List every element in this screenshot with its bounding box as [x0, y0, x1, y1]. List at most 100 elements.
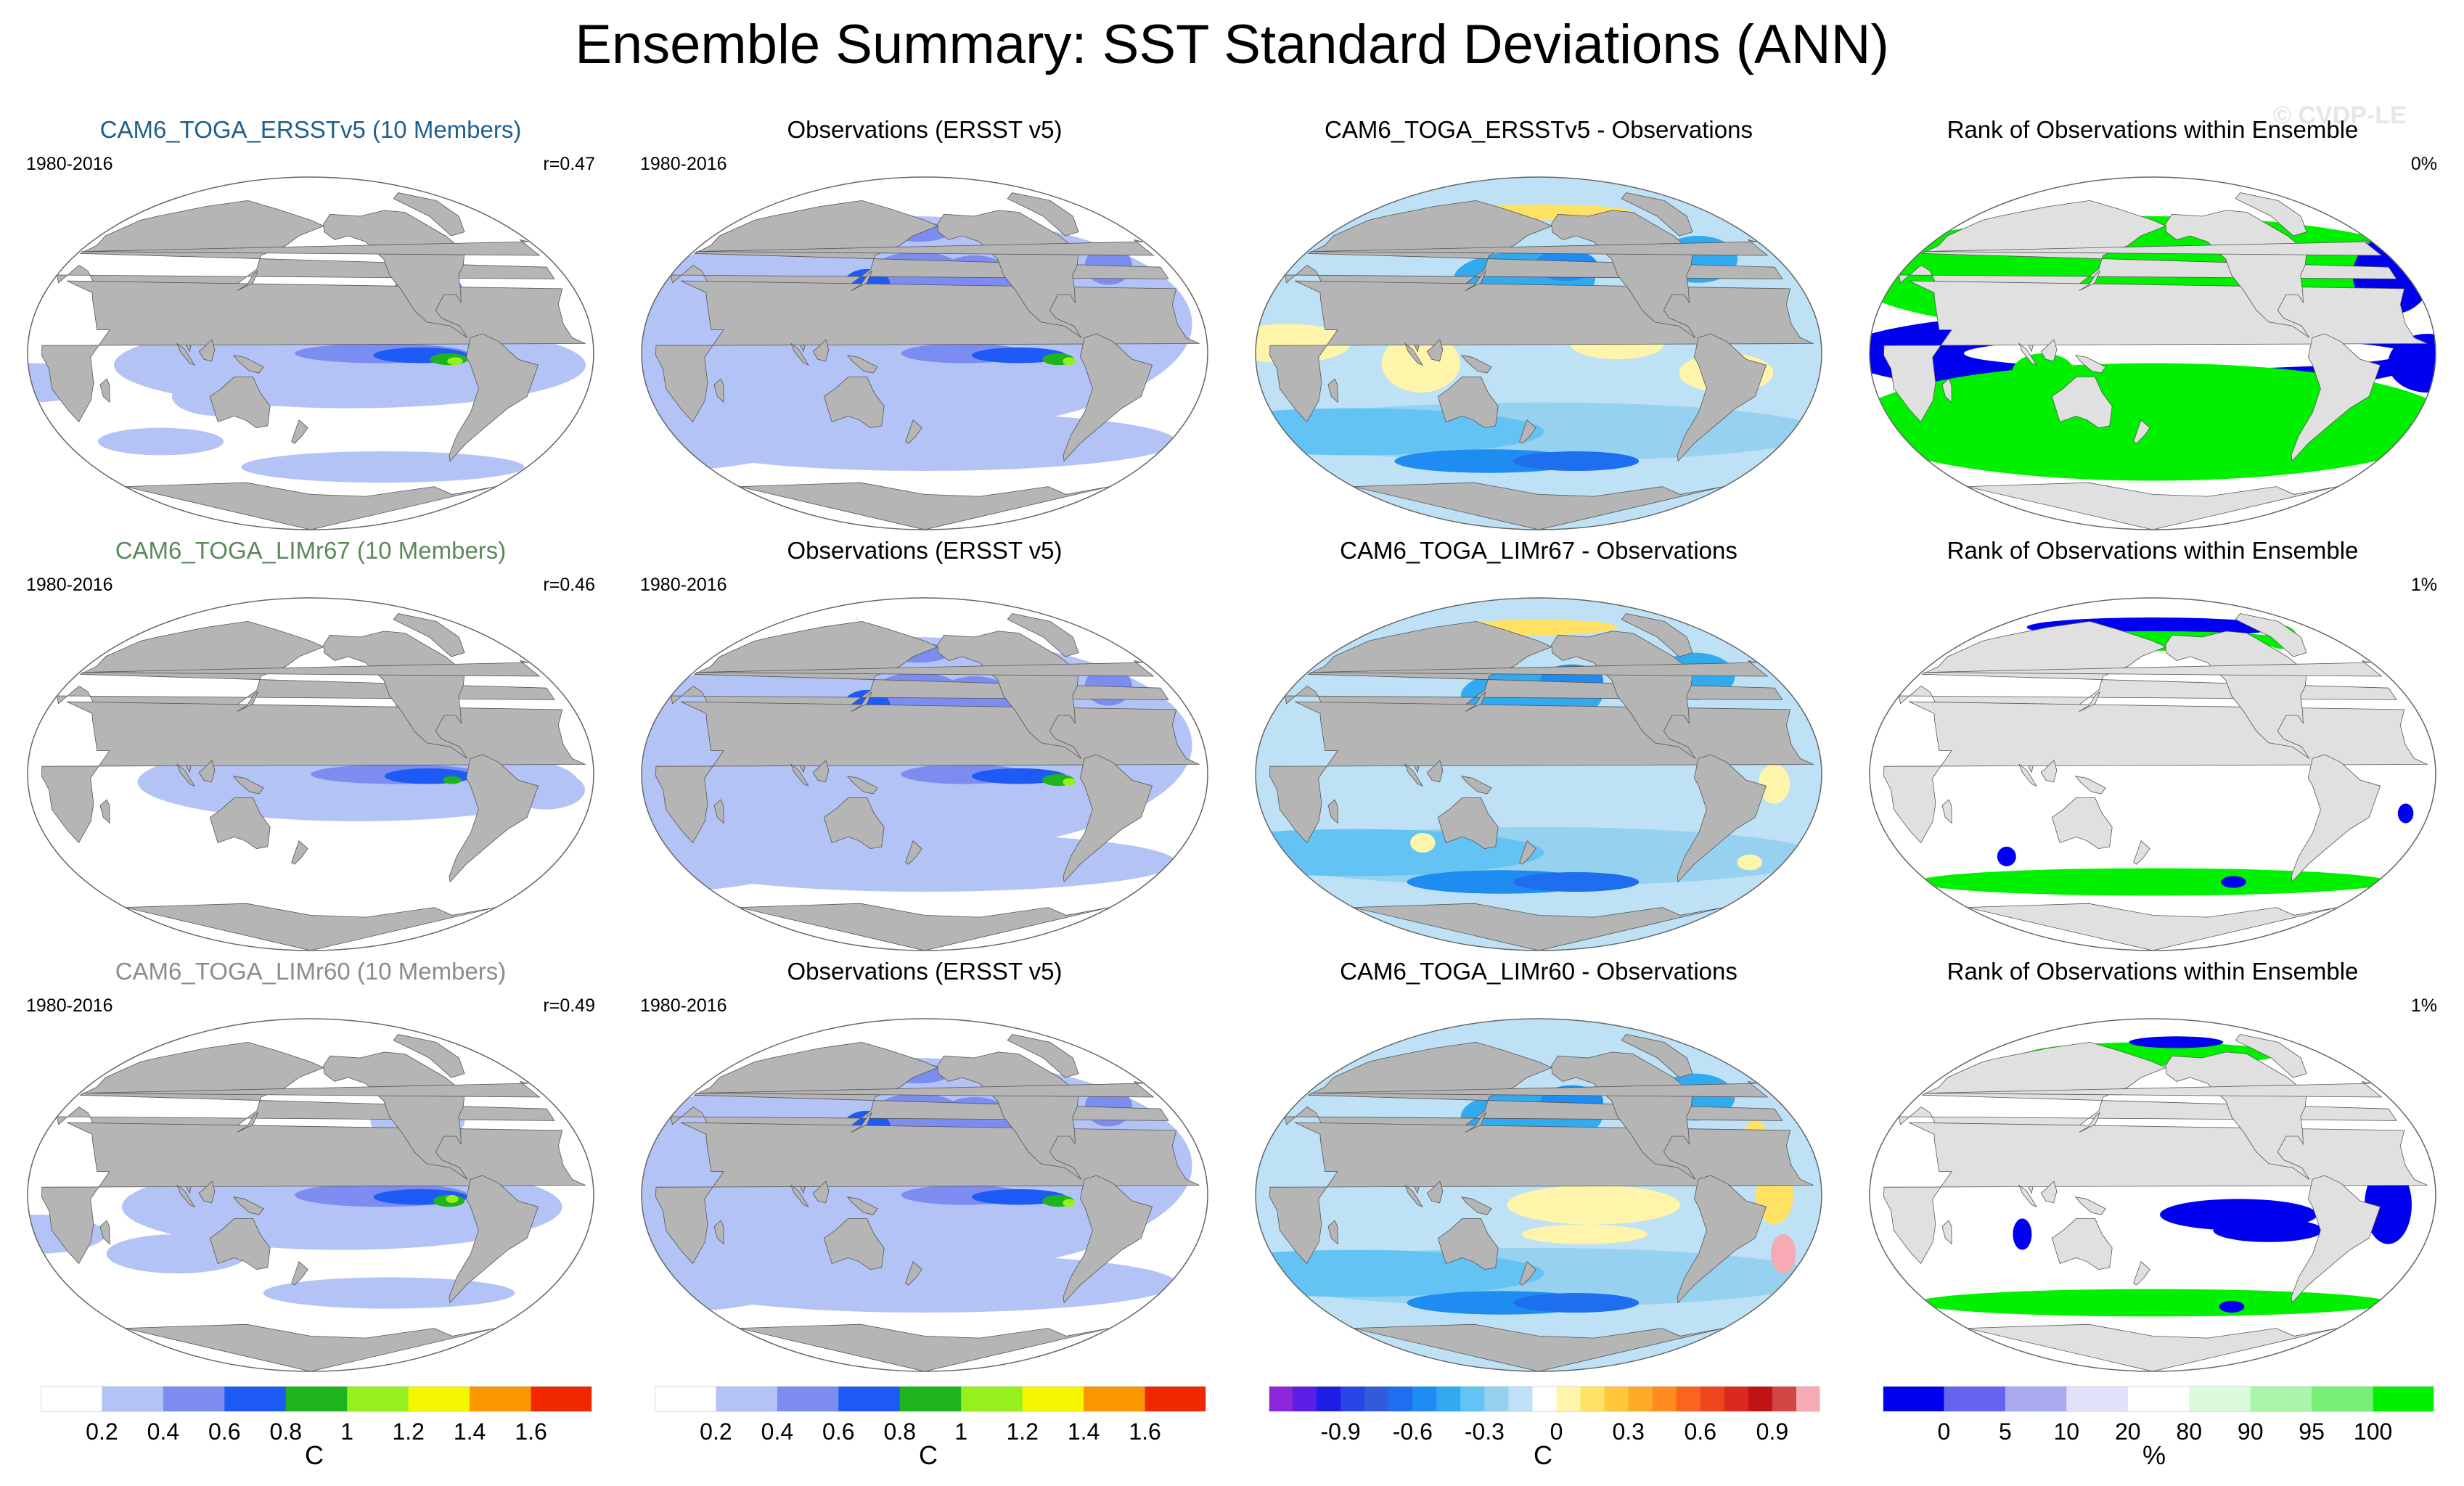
map-rank — [1869, 597, 2436, 951]
panel-title: Observations (ERSST v5) — [787, 116, 1063, 143]
field-contour — [1063, 1199, 1076, 1207]
land-greenland — [1621, 192, 1693, 237]
colorbar-swatch — [224, 1386, 287, 1412]
land-uk — [82, 660, 541, 677]
map-outline — [27, 597, 594, 951]
colorbar-swatch — [1944, 1386, 2006, 1412]
colorbar-tick-label: -0.6 — [1393, 1419, 1433, 1445]
colorbar-swatch — [1628, 1386, 1653, 1412]
land-greenland — [1007, 1034, 1079, 1078]
land-uk — [1310, 1081, 1769, 1098]
map-obs — [641, 1018, 1208, 1372]
land-madagascar — [99, 799, 110, 824]
colorbar-swatch — [838, 1386, 901, 1412]
colorbar-stddev-model: 0.2 0.4 0.6 0.8 1 1.2 1.4 1.6 — [41, 1386, 592, 1445]
land-antarctica — [1353, 482, 1724, 530]
land-japan — [2079, 1112, 2101, 1133]
colorbar-swatch — [1145, 1386, 1206, 1412]
colorbar-tick-label: 0.2 — [700, 1419, 732, 1445]
land-australia — [209, 1218, 271, 1271]
field-contour — [2012, 353, 2075, 393]
colorbar-tick-label: 0.3 — [1612, 1419, 1644, 1445]
land-greenland — [393, 192, 465, 237]
panel-title: Rank of Observations within Ensemble — [1947, 958, 2359, 985]
land-new-guinea — [846, 776, 878, 795]
land-south-america — [1677, 333, 1767, 462]
land-madagascar — [713, 378, 724, 403]
field-contour — [1758, 764, 1790, 804]
colorbar-swatch — [1700, 1386, 1725, 1412]
map-model — [27, 1018, 594, 1372]
land-new-zealand — [905, 840, 922, 865]
land-antarctica — [125, 1323, 496, 1371]
colorbar-tick-label: 1 — [340, 1419, 353, 1445]
colorbar-swatch — [1532, 1386, 1557, 1412]
colorbar-swatch — [1084, 1386, 1145, 1412]
colorbar-swatch — [1772, 1386, 1797, 1412]
colorbar-swatch — [2189, 1386, 2251, 1412]
land-new-guinea — [232, 1196, 264, 1215]
land-antarctica — [1967, 1323, 2338, 1371]
colorbar-tick-label: 1.6 — [1129, 1419, 1161, 1445]
land-sumatra — [790, 342, 809, 366]
colorbar-tick-label: 0.4 — [147, 1419, 179, 1445]
field-contour — [713, 1215, 840, 1293]
colorbar-unit-rank: % — [2142, 1440, 2166, 1470]
land-south-america — [449, 754, 539, 883]
land-uk — [82, 1081, 541, 1098]
colorbar-tick-label: 20 — [2115, 1419, 2141, 1445]
colorbar-frame — [1883, 1386, 2434, 1412]
panel-title: Observations (ERSST v5) — [787, 537, 1063, 564]
land-madagascar — [1327, 1220, 1338, 1245]
panel-r3-rank: Rank of Observations within Ensemble 1% — [1855, 958, 2450, 1375]
land-new-zealand — [291, 419, 308, 444]
field-contour — [2219, 1300, 2245, 1313]
panel-percent: 0% — [2410, 154, 2437, 174]
colorbar-swatch — [1604, 1386, 1629, 1412]
field-contour — [447, 357, 463, 366]
land-sumatra — [2018, 1184, 2037, 1208]
colorbar-swatch — [1412, 1386, 1437, 1412]
colorbar-unit-model: C — [305, 1440, 324, 1470]
colorbar-tick-label: 5 — [1999, 1419, 2012, 1445]
colorbar-swatch — [1724, 1386, 1749, 1412]
colorbar-swatch — [1269, 1386, 1293, 1412]
land-greenland — [393, 1034, 465, 1078]
field-contour — [2013, 1218, 2032, 1250]
land-madagascar — [1941, 1220, 1952, 1245]
panel-r3-model: CAM6_TOGA_LIMr60 (10 Members) 1980-2016 r=… — [13, 958, 608, 1375]
land-new-guinea — [2074, 1196, 2106, 1215]
colorbar-difference: -0.9 -0.6 -0.3 0 0.3 0.6 0.9 — [1269, 1386, 1820, 1445]
land-japan — [237, 691, 259, 712]
land-antarctica — [1967, 482, 2338, 530]
field-contour — [263, 1277, 515, 1309]
panel-title: CAM6_TOGA_LIMr67 (10 Members) — [115, 537, 507, 564]
land-south-america — [2291, 333, 2381, 462]
field-contour — [97, 427, 224, 456]
land-uk — [696, 239, 1155, 256]
colorbar-swatch — [2005, 1386, 2067, 1412]
colorbar-swatch — [1556, 1386, 1581, 1412]
land-africa — [1883, 1122, 2428, 1265]
panel-years: 1980-2016 — [640, 996, 727, 1016]
panel-years: 1980-2016 — [640, 154, 727, 174]
land-new-zealand — [2133, 419, 2150, 444]
panel-years: 1980-2016 — [640, 575, 727, 595]
land-japan — [851, 691, 873, 712]
panel-years: 1980-2016 — [26, 575, 113, 595]
colorbar-frame — [1269, 1386, 1820, 1412]
field-contour — [1737, 854, 1763, 871]
panel-title: CAM6_TOGA_LIMr67 - Observations — [1340, 537, 1738, 564]
colorbar-swatch — [102, 1386, 164, 1412]
land-japan — [851, 1112, 873, 1133]
land-indonesia-borneo — [812, 760, 830, 783]
colorbar-swatch — [408, 1386, 470, 1412]
land-new-zealand — [1519, 419, 1536, 444]
field-contour — [713, 373, 840, 451]
land-south-america — [1677, 754, 1767, 883]
colorbar-swatch — [777, 1386, 839, 1412]
field-contour — [2388, 334, 2436, 393]
panel-r3-diff: CAM6_TOGA_LIMr60 - Observations — [1241, 958, 1836, 1375]
land-antarctica — [125, 903, 496, 951]
colorbar-unit-obs: C — [919, 1440, 938, 1470]
